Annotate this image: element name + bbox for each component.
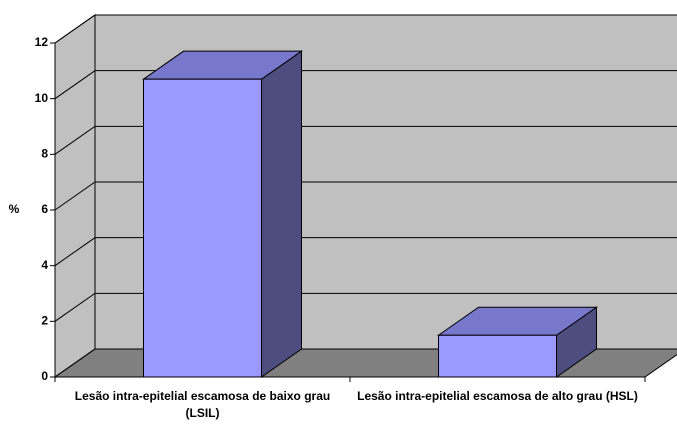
bar — [143, 78, 262, 378]
x-tick-label: Lesão intra-epitelial escamosa de alto g… — [357, 389, 638, 403]
grid-line — [54, 237, 677, 267]
grid-line — [54, 292, 677, 322]
grid-line — [54, 70, 677, 100]
grid-line — [54, 125, 677, 155]
bar — [438, 334, 557, 378]
y-tick-label: 2 — [41, 314, 48, 328]
bar-side — [261, 50, 302, 378]
y-tick-label: 12 — [35, 35, 49, 49]
y-tick-label: 6 — [41, 202, 48, 216]
x-tick-label: Lesão intra-epitelial escamosa de baixo … — [74, 389, 331, 420]
y-tick-label: 10 — [35, 91, 49, 105]
y-tick-label: 4 — [41, 258, 48, 272]
y-tick-label: 0 — [41, 369, 48, 383]
y-axis-label: % — [9, 202, 20, 216]
grid-line — [54, 181, 677, 211]
y-tick-label: 8 — [41, 147, 48, 161]
grid-line — [54, 14, 677, 44]
